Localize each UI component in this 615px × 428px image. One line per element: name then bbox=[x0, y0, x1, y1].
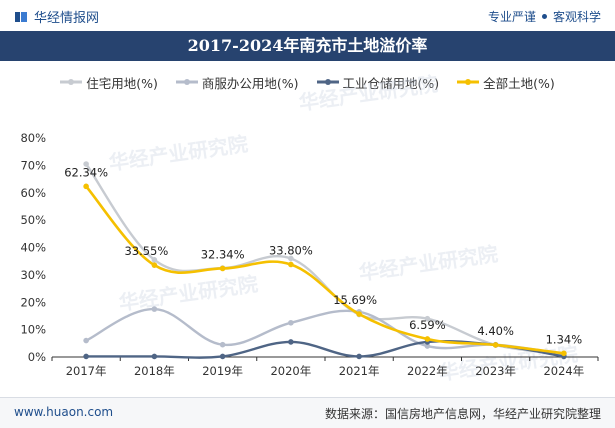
legend-swatch bbox=[175, 79, 198, 85]
data-point bbox=[561, 350, 567, 357]
legend-label: 全部土地(%) bbox=[483, 75, 555, 91]
y-tick-label: 0% bbox=[28, 350, 46, 364]
data-point bbox=[492, 342, 499, 348]
data-point bbox=[219, 341, 226, 348]
data-point bbox=[83, 353, 89, 360]
data-point bbox=[356, 311, 362, 317]
x-tick-label: 2021年 bbox=[339, 364, 380, 378]
x-tick-label: 2018年 bbox=[134, 364, 175, 378]
logo-icon bbox=[15, 11, 27, 22]
data-point bbox=[83, 161, 89, 167]
watermark: 华经产业研究院 bbox=[297, 72, 439, 115]
footer: www.huaon.com 数据来源：国信房地产信息网，华经产业研究院整理 bbox=[0, 397, 615, 428]
legend-item[interactable]: 全部土地(%) bbox=[457, 70, 555, 94]
brand-name: 华经情报网 bbox=[34, 11, 100, 26]
data-point bbox=[424, 315, 431, 322]
legend-label: 商服办公用地(%) bbox=[201, 75, 299, 91]
separator-dot-icon bbox=[541, 14, 547, 19]
y-tick-label: 50% bbox=[20, 213, 46, 227]
data-point bbox=[151, 262, 158, 268]
legend-item[interactable]: 住宅用地(%) bbox=[60, 70, 158, 94]
x-tick-label: 2022年 bbox=[407, 364, 448, 378]
data-point bbox=[424, 336, 431, 342]
data-point bbox=[356, 353, 362, 360]
footer-source: 数据来源：国信房地产信息网，华经产业研究院整理 bbox=[324, 407, 601, 421]
x-tick-label: 2020年 bbox=[270, 364, 311, 378]
legend-label: 住宅用地(%) bbox=[86, 75, 158, 91]
data-point bbox=[83, 183, 89, 190]
legend-swatch bbox=[60, 79, 83, 85]
line-chart: 华经产业研究院华经产业研究院华经产业研究院华经产业研究院华经产业研究院0%10%… bbox=[20, 72, 599, 385]
legend-item[interactable]: 商服办公用地(%) bbox=[175, 70, 299, 94]
title-bar: 2017-2024年南充市土地溢价率 bbox=[0, 31, 615, 61]
data-point bbox=[151, 306, 158, 312]
chart-title: 2017-2024年南充市土地溢价率 bbox=[187, 36, 428, 55]
chart-legend: 住宅用地(%) 商服办公用地(%) 工业仓储用地(%) 全部土地(%) bbox=[0, 70, 615, 94]
y-tick-label: 30% bbox=[20, 268, 46, 282]
y-tick-label: 40% bbox=[20, 241, 46, 255]
data-point bbox=[151, 257, 158, 263]
data-label: 4.40% bbox=[477, 324, 514, 338]
data-point bbox=[219, 265, 226, 272]
y-tick-label: 20% bbox=[20, 295, 46, 309]
data-label: 33.80% bbox=[269, 243, 313, 257]
data-point bbox=[219, 353, 226, 360]
top-bar: 华经情报网 专业严谨 客观科学 bbox=[0, 0, 615, 30]
y-tick-label: 60% bbox=[20, 186, 46, 200]
slogan-right: 客观科学 bbox=[552, 10, 601, 24]
data-point bbox=[83, 337, 89, 344]
y-tick-label: 70% bbox=[20, 158, 46, 172]
data-label: 6.59% bbox=[409, 318, 446, 332]
x-tick-label: 2017年 bbox=[66, 364, 107, 378]
data-point bbox=[288, 339, 294, 345]
watermark: 华经产业研究院 bbox=[357, 242, 499, 285]
x-tick-label: 2019年 bbox=[202, 364, 243, 378]
y-tick-label: 80% bbox=[20, 131, 46, 145]
data-point bbox=[288, 255, 294, 262]
data-label: 15.69% bbox=[333, 293, 377, 307]
brand[interactable]: 华经情报网 bbox=[14, 7, 99, 26]
legend-swatch bbox=[457, 79, 480, 85]
tagline: 专业严谨 客观科学 bbox=[488, 8, 601, 25]
data-point bbox=[151, 353, 158, 360]
data-label: 32.34% bbox=[201, 247, 245, 261]
x-tick-label: 2024年 bbox=[543, 364, 584, 378]
footer-website[interactable]: www.huaon.com bbox=[14, 405, 114, 419]
slogan-left: 专业严谨 bbox=[487, 10, 536, 24]
legend-swatch bbox=[316, 79, 339, 85]
x-tick-label: 2023年 bbox=[475, 364, 516, 378]
watermark: 华经产业研究院 bbox=[117, 272, 259, 315]
data-label: 1.34% bbox=[546, 332, 583, 346]
data-point bbox=[424, 343, 431, 349]
legend-item[interactable]: 工业仓储用地(%) bbox=[316, 70, 440, 94]
data-label: 33.55% bbox=[124, 244, 168, 258]
y-tick-label: 10% bbox=[20, 323, 46, 337]
data-point bbox=[288, 319, 294, 326]
data-label: 62.34% bbox=[64, 165, 108, 179]
data-point bbox=[288, 261, 294, 268]
legend-label: 工业仓储用地(%) bbox=[342, 75, 440, 91]
watermark: 华经产业研究院 bbox=[107, 132, 249, 175]
